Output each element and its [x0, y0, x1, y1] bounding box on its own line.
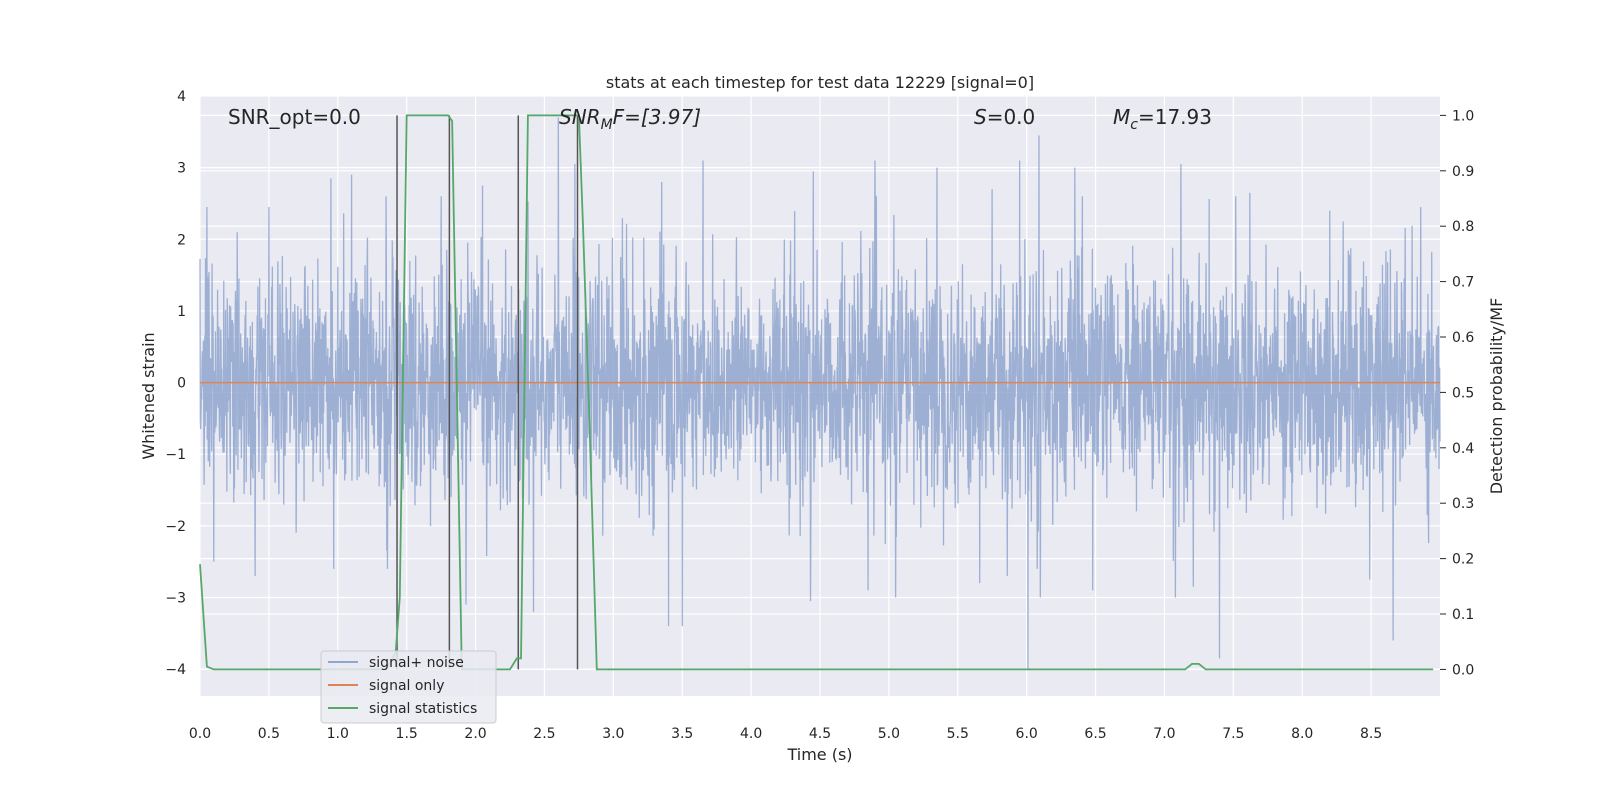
x-tick-label: 0.5 [258, 726, 280, 742]
y-tick-label: 3 [177, 161, 186, 177]
y2-tick-label: 0.1 [1452, 607, 1474, 623]
y-tick-label: 4 [177, 89, 186, 105]
x-tick-label: 7.5 [1222, 726, 1244, 742]
vertical-markers [396, 115, 579, 670]
x-tick-label: 7.0 [1153, 726, 1175, 742]
x-tick-label: 8.0 [1291, 726, 1313, 742]
x-tick-label: 2.0 [464, 726, 486, 742]
y-tick-label: −1 [165, 447, 186, 463]
x-tick-label: 4.0 [740, 726, 762, 742]
x-axis-title: Time (s) [786, 745, 852, 764]
chart-title: stats at each timestep for test data 122… [606, 73, 1034, 92]
annotation-snr-opt: SNR_opt=0.0 [228, 105, 361, 129]
y-tick-label: −4 [165, 662, 186, 678]
legend-label-signal-noise: signal+ noise [369, 655, 464, 671]
annotation-mc: Mc=17.93 [1113, 105, 1212, 133]
x-tick-label: 6.0 [1016, 726, 1038, 742]
y-tick-label: 2 [177, 232, 186, 248]
y-axis-title: Whitened strain [139, 332, 158, 459]
y-tick-label: 1 [177, 304, 186, 320]
legend-label-signal-statistics: signal statistics [369, 701, 477, 717]
annotation-mc-main: M [1113, 105, 1130, 129]
y2-tick-label: 0.0 [1452, 662, 1474, 678]
y2-tick-label: 1.0 [1452, 108, 1474, 124]
x-tick-label: 4.5 [809, 726, 831, 742]
annotation-mc-rest: =17.93 [1138, 105, 1212, 129]
y2-tick-label: 0.9 [1452, 164, 1474, 180]
annotation-snr-mf-main: SNR [559, 105, 601, 129]
y-axis-left: 4 3 2 1 0 −1 −2 −3 −4 [165, 89, 186, 678]
legend-label-signal-only: signal only [369, 678, 444, 694]
legend-box [320, 650, 497, 724]
y2-tick-label: 0.7 [1452, 275, 1474, 291]
x-tick-label: 8.5 [1360, 726, 1382, 742]
annotation-s: S=0.0 [974, 105, 1035, 129]
y2-axis-title: Detection probability/MF [1487, 298, 1506, 495]
x-tick-label: 6.5 [1084, 726, 1106, 742]
y2-tick-label: 0.3 [1452, 496, 1474, 512]
annotation-s-main: S [974, 105, 987, 129]
annotation-snr-mf-sub: M [601, 117, 613, 133]
x-tick-label: 1.5 [396, 726, 418, 742]
y2-tick-label: 0.4 [1452, 441, 1474, 457]
signal-noise-line [199, 117, 1441, 670]
x-tick-label: 0.0 [189, 726, 211, 742]
y-tick-label: −3 [165, 590, 186, 606]
x-axis: 0.0 0.5 1.0 1.5 2.0 2.5 3.0 3.5 4.0 4.5 5.0 5.5 6.0 6… [189, 726, 1382, 742]
annotation-s-rest: =0.0 [987, 105, 1036, 129]
annotation-mc-sub: c [1130, 117, 1138, 133]
x-tick-label: 5.5 [947, 726, 969, 742]
annotation-snr-mf-rest: F=[3.97] [613, 105, 701, 129]
y2-tick-label: 0.2 [1452, 552, 1474, 568]
x-tick-label: 3.5 [671, 726, 693, 742]
y-tick-label: 0 [177, 376, 186, 392]
x-tick-label: 5.0 [878, 726, 900, 742]
annotation-snr-mf: SNRMF=[3.97] [559, 105, 701, 133]
y-axis-right: 1.0 0.9 0.8 0.7 0.6 0.5 0.4 0.3 0.2 0.1 0.0 [1440, 108, 1474, 678]
x-tick-label: 3.0 [602, 726, 624, 742]
y2-tick-label: 0.5 [1452, 385, 1474, 401]
y2-tick-label: 0.8 [1452, 219, 1474, 235]
legend: signal+ noise signal only signal statist… [320, 650, 497, 724]
x-tick-label: 2.5 [533, 726, 555, 742]
series-signal-noise [199, 117, 1441, 670]
x-tick-label: 1.0 [327, 726, 349, 742]
y2-tick-label: 0.6 [1452, 330, 1474, 346]
y-tick-label: −2 [165, 519, 186, 535]
